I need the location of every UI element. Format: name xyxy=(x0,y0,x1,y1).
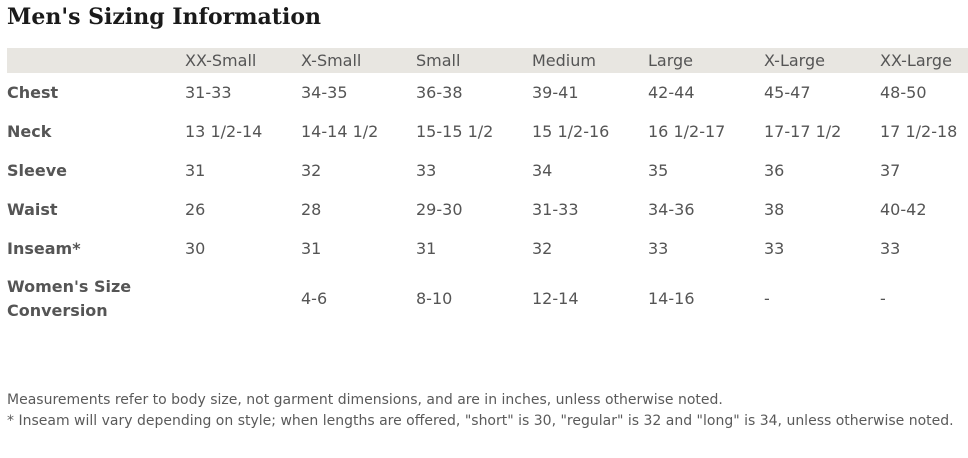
table-cell: 31 xyxy=(416,239,437,258)
table-cell: 36-38 xyxy=(416,83,463,102)
row-label: Sleeve xyxy=(7,161,67,180)
table-cell: 4-6 xyxy=(301,289,328,308)
table-cell: 32 xyxy=(532,239,553,258)
table-cell: 26 xyxy=(185,200,206,219)
table-header-band xyxy=(7,48,968,73)
table-cell: 38 xyxy=(764,200,785,219)
table-cell: 15-15 1/2 xyxy=(416,122,494,141)
table-cell: 31 xyxy=(301,239,322,258)
row-label: Women's Size xyxy=(7,277,132,296)
table-cell: 37 xyxy=(880,161,901,180)
row-label: Inseam* xyxy=(7,239,81,258)
table-cell: 33 xyxy=(880,239,901,258)
table-cell: 17 1/2-18 xyxy=(880,122,958,141)
table-cell: 31 xyxy=(185,161,206,180)
table-cell: 48-50 xyxy=(880,83,927,102)
column-header: Large xyxy=(648,51,694,70)
table-cell: 13 1/2-14 xyxy=(185,122,263,141)
table-cell: 30 xyxy=(185,239,206,258)
table-cell: 14-14 1/2 xyxy=(301,122,379,141)
column-header: X-Small xyxy=(301,51,362,70)
table-cell: 33 xyxy=(416,161,437,180)
table-cell: 32 xyxy=(301,161,322,180)
table-cell: 36 xyxy=(764,161,785,180)
table-cell: 17-17 1/2 xyxy=(764,122,842,141)
table-cell: 28 xyxy=(301,200,322,219)
table-cell: 12-14 xyxy=(532,289,579,308)
note-inseam: * Inseam will vary depending on style; w… xyxy=(7,413,954,429)
table-cell: 33 xyxy=(764,239,785,258)
page-title: Men's Sizing Information xyxy=(7,4,321,30)
column-header: Medium xyxy=(532,51,596,70)
table-cell: 40-42 xyxy=(880,200,927,219)
notes: Measurements refer to body size, not gar… xyxy=(7,390,965,432)
table-cell: 34-35 xyxy=(301,83,348,102)
table-cell: 34-36 xyxy=(648,200,695,219)
table-cell: 31-33 xyxy=(185,83,232,102)
table-cell: - xyxy=(764,289,770,308)
note-measurements: Measurements refer to body size, not gar… xyxy=(7,392,723,408)
table-cell: 15 1/2-16 xyxy=(532,122,610,141)
table-cell: 42-44 xyxy=(648,83,695,102)
row-label: Chest xyxy=(7,83,59,102)
table-cell: 31-33 xyxy=(532,200,579,219)
table-cell: 8-10 xyxy=(416,289,453,308)
column-header: XX-Large xyxy=(880,51,952,70)
table-cell: 29-30 xyxy=(416,200,463,219)
row-label: Conversion xyxy=(7,301,108,320)
row-label: Waist xyxy=(7,200,58,219)
column-header: Small xyxy=(416,51,461,70)
table-cell: 16 1/2-17 xyxy=(648,122,726,141)
table-cell: 35 xyxy=(648,161,669,180)
table-cell: 14-16 xyxy=(648,289,695,308)
table-cell: 39-41 xyxy=(532,83,579,102)
table-cell: 34 xyxy=(532,161,553,180)
table-cell: - xyxy=(880,289,886,308)
column-header: X-Large xyxy=(764,51,825,70)
row-label: Neck xyxy=(7,122,52,141)
table-cell: 33 xyxy=(648,239,669,258)
column-header: XX-Small xyxy=(185,51,257,70)
table-cell: 45-47 xyxy=(764,83,811,102)
